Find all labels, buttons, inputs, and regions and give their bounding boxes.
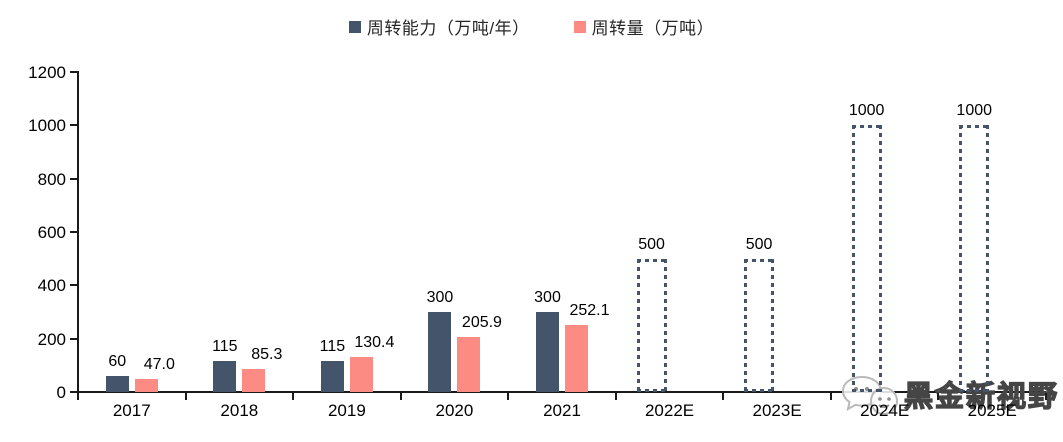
- y-axis-tick: [70, 231, 77, 233]
- value-label: 130.4: [354, 334, 395, 352]
- y-axis-tick: [70, 177, 77, 180]
- x-axis-tick: [77, 393, 79, 400]
- legend-label-capacity: 周转能力（万吨/年）: [366, 19, 530, 38]
- legend-label-volume: 周转量（万吨）: [591, 19, 715, 38]
- y-axis-tick: [70, 71, 77, 73]
- y-axis-line: [77, 71, 79, 393]
- x-axis-category-label: 2025E: [967, 401, 1017, 420]
- x-axis-tick: [1045, 393, 1047, 400]
- bar-volume-2018: [242, 369, 266, 392]
- y-axis-label: 0: [56, 383, 66, 402]
- value-label: 205.9: [461, 314, 502, 332]
- x-axis-category-label: 2018: [220, 401, 259, 420]
- x-axis-category-label: 2023E: [752, 401, 802, 420]
- legend-item-capacity: 周转能力（万吨/年）: [348, 14, 530, 39]
- y-axis-label: 1200: [28, 63, 66, 82]
- y-axis-tick: [70, 284, 77, 287]
- x-axis-tick: [184, 393, 187, 400]
- value-label: 500: [745, 235, 773, 253]
- y-axis-label: 200: [37, 329, 66, 349]
- value-label: 47.0: [143, 356, 175, 374]
- legend-item-volume: 周转量（万吨）: [573, 14, 715, 39]
- bar-capacity-2022E: [636, 258, 667, 392]
- value-label: 500: [638, 235, 665, 253]
- value-label: 115: [212, 338, 238, 356]
- x-axis-tick: [292, 393, 295, 400]
- value-label: 60: [108, 353, 127, 370]
- value-label: 252.1: [569, 301, 610, 319]
- bar-volume-2017: [134, 379, 158, 392]
- x-axis-category-label: 2020: [435, 401, 474, 420]
- x-axis-tick: [722, 393, 725, 400]
- legend-swatch-volume: [573, 20, 586, 33]
- x-axis-category-label: 2017: [112, 401, 151, 420]
- legend-swatch-capacity: [348, 20, 361, 33]
- value-label: 300: [534, 289, 561, 306]
- x-axis-category-label: 2019: [327, 401, 366, 420]
- y-axis-tick: [70, 124, 77, 127]
- bar-capacity-2017: [105, 376, 129, 392]
- bar-capacity-2018: [213, 361, 237, 392]
- y-axis-label: 600: [37, 223, 66, 242]
- x-axis-category-label: 2022E: [644, 401, 695, 420]
- x-axis-tick: [614, 393, 617, 400]
- bar-capacity-2020: [428, 312, 452, 392]
- value-label: 115: [319, 338, 346, 356]
- bar-capacity-2019: [320, 361, 344, 392]
- x-axis-line: [77, 391, 1046, 393]
- bar-capacity-2025E: [959, 125, 990, 392]
- value-label: 85.3: [251, 346, 283, 364]
- x-axis-category-label: 2021: [543, 401, 581, 420]
- bar-volume-2021: [565, 324, 588, 392]
- x-axis-tick: [937, 393, 940, 400]
- bar-capacity-2024E: [851, 125, 882, 392]
- value-label: 300: [426, 289, 454, 306]
- x-axis-category-label: 2024E: [860, 401, 910, 420]
- x-axis-tick: [507, 393, 510, 400]
- value-label: 1000: [848, 102, 885, 120]
- bar-volume-2019: [349, 357, 373, 392]
- x-axis-tick: [399, 393, 402, 400]
- y-axis-tick: [70, 337, 77, 340]
- bar-capacity-2023E: [744, 258, 775, 392]
- y-axis-label: 400: [37, 276, 66, 296]
- value-label: 1000: [956, 102, 993, 120]
- y-axis-tick: [70, 391, 77, 393]
- y-axis-label: 1000: [28, 116, 66, 136]
- x-axis-tick: [829, 393, 832, 400]
- chart-legend: 周转能力（万吨/年） 周转量（万吨）: [0, 14, 1063, 39]
- bar-capacity-2021: [536, 312, 559, 392]
- y-axis-label: 800: [37, 169, 66, 189]
- bar-volume-2020: [457, 337, 481, 392]
